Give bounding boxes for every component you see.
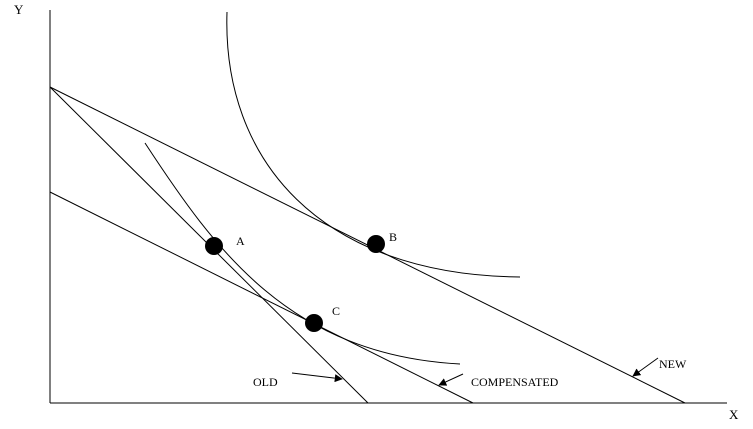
y-axis-label: Y: [14, 2, 24, 17]
point-b-marker: [367, 235, 385, 253]
old-pointer-arrow: [291, 372, 343, 383]
point-c-label: C: [332, 304, 340, 318]
point-a-label: A: [236, 234, 245, 248]
point-a-marker: [205, 237, 223, 255]
point-c-marker: [305, 314, 323, 332]
x-axis-label: X: [729, 407, 739, 422]
compensated-line-label: COMPENSATED: [471, 375, 559, 389]
compensated-pointer-arrow: [438, 373, 464, 386]
higher-indifference-curve: [226, 11, 521, 278]
new-pointer-arrow: [632, 357, 659, 377]
point-b-label: B: [389, 230, 397, 244]
new-line-label: NEW: [659, 357, 687, 371]
lower-indifference-curve: [144, 142, 461, 365]
old-line-label: OLD: [253, 375, 278, 389]
compensated-budget-line: [49, 191, 474, 404]
